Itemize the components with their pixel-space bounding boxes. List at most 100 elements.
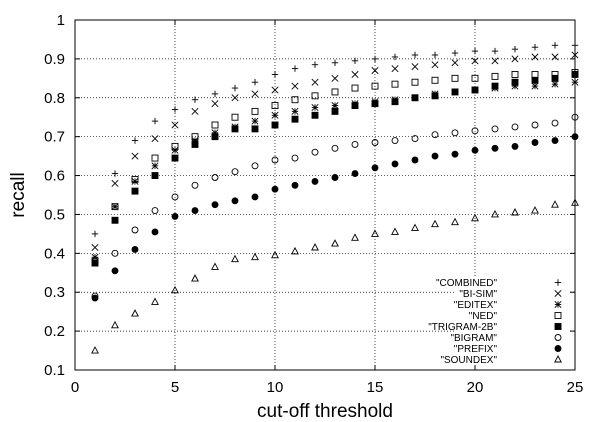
data-point (331, 88, 339, 96)
data-point (151, 117, 159, 125)
data-point (191, 96, 199, 103)
data-point (91, 259, 99, 267)
data-point (451, 74, 459, 82)
data-point (431, 152, 439, 160)
data-point (231, 197, 239, 205)
y-tick-label: 0.9 (44, 51, 65, 68)
data-point (91, 346, 99, 354)
data-point (331, 144, 339, 152)
data-point (271, 156, 279, 164)
legend-marker (554, 345, 562, 352)
data-point (211, 201, 219, 209)
data-point (531, 76, 539, 84)
data-point (351, 70, 359, 78)
data-point (191, 133, 199, 141)
data-point (491, 82, 499, 90)
legend-label: "EDITEX" (454, 300, 498, 311)
data-point (411, 156, 419, 164)
data-point (551, 137, 559, 145)
data-point (491, 144, 499, 152)
data-point (531, 70, 539, 78)
legend-label: "TRIGRAM-2B" (428, 322, 497, 333)
data-point (111, 249, 119, 257)
data-point (371, 82, 379, 90)
data-point (471, 146, 479, 154)
data-point (371, 164, 379, 172)
data-point (171, 106, 179, 113)
data-point (411, 223, 419, 232)
data-point (311, 243, 319, 251)
data-point (271, 250, 279, 259)
data-point (471, 213, 479, 222)
data-point (531, 44, 539, 51)
series-x (91, 51, 579, 252)
data-point (111, 203, 119, 211)
data-point (471, 47, 479, 55)
data-point (331, 59, 339, 66)
series-square-open (91, 69, 579, 265)
data-point (251, 117, 259, 125)
data-point (451, 150, 459, 158)
data-point (131, 177, 139, 185)
data-point (111, 267, 119, 275)
data-point (211, 133, 219, 141)
data-point (231, 168, 239, 176)
legend-marker (554, 355, 562, 363)
x-tick-label: 0 (71, 379, 79, 396)
data-point (331, 107, 339, 115)
data-point (391, 65, 399, 73)
data-point (231, 84, 239, 92)
legend-background (455, 310, 570, 321)
legend-label: "BIGRAM" (450, 333, 497, 344)
legend-marker (554, 300, 562, 309)
data-point (531, 53, 539, 61)
data-point (271, 111, 279, 119)
data-point (91, 253, 99, 261)
data-point (471, 57, 479, 65)
data-point (431, 61, 439, 69)
data-point (211, 121, 219, 129)
data-point (491, 72, 499, 80)
data-point (251, 79, 259, 86)
y-tick-label: 0.3 (44, 284, 65, 301)
data-point (391, 160, 399, 168)
series-square-filled (91, 70, 579, 267)
data-point (131, 226, 139, 234)
data-point (471, 86, 479, 94)
data-point (551, 200, 559, 208)
series-circle-filled (91, 133, 579, 302)
data-point (311, 78, 319, 86)
series-asterisk (91, 78, 579, 261)
data-point (471, 74, 479, 82)
data-point (131, 152, 139, 160)
data-point (411, 94, 419, 102)
x-tick-label: 10 (267, 379, 284, 396)
data-point (191, 140, 199, 148)
data-point (171, 193, 179, 201)
data-point (111, 320, 119, 329)
data-point (291, 82, 299, 90)
data-point (291, 115, 299, 123)
data-point (171, 146, 179, 154)
data-point (551, 74, 559, 82)
data-point (271, 121, 279, 129)
data-point (351, 57, 359, 65)
data-point (511, 70, 519, 78)
grid (75, 20, 575, 370)
data-point (211, 174, 219, 181)
data-point (151, 162, 159, 170)
data-point (171, 142, 179, 150)
data-point (131, 245, 139, 253)
data-point (251, 193, 259, 201)
legend-label: "PREFIX" (454, 344, 498, 355)
data-point (511, 45, 519, 53)
data-point (331, 174, 339, 181)
data-point (531, 82, 539, 90)
y-tick-label: 0.2 (44, 323, 65, 340)
data-point (471, 127, 479, 135)
data-point (291, 107, 299, 115)
data-point (371, 55, 379, 63)
x-tick-label: 20 (467, 379, 484, 396)
y-tick-label: 0.5 (44, 206, 65, 223)
